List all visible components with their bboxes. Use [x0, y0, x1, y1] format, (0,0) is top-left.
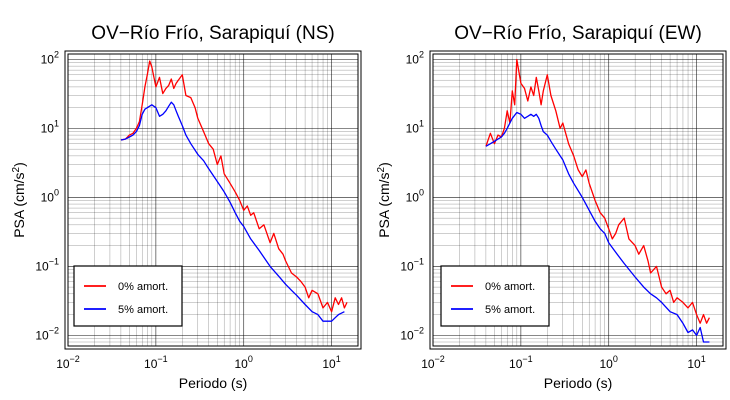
legend-label-0: 0% amort. [485, 281, 535, 293]
x-tick-label: 100 [600, 354, 618, 371]
plot-frame [67, 53, 359, 347]
legend-box [73, 265, 183, 327]
y-tick-label: 102 [406, 49, 424, 66]
y-tick-label: 10−1 [400, 256, 424, 273]
x-axis-label: Periodo (s) [544, 375, 612, 391]
grid [432, 54, 724, 347]
series-line-1 [485, 111, 710, 343]
y-tick-label: 10−1 [35, 256, 59, 273]
legend: 0% amort. 5% amort. [440, 265, 550, 327]
y-tick-label: 10−2 [400, 325, 424, 342]
legend: 0% amort. 5% amort. [73, 265, 183, 327]
plot-frame [432, 53, 724, 347]
y-axis-label: PSA (cm/s2) [11, 162, 27, 238]
series-line-0 [485, 58, 710, 324]
x-tick-label: 101 [687, 354, 705, 371]
x-tick-label: 10−1 [509, 354, 533, 371]
y-tick-label: 102 [41, 49, 59, 66]
chart-title: OV−Río Frío, Sarapiquí (EW) [454, 23, 702, 44]
x-tick-label: 100 [235, 354, 253, 371]
series-line-0 [120, 60, 348, 313]
series-line-1 [120, 101, 345, 322]
y-tick-label: 10−2 [35, 325, 59, 342]
x-tick-label: 101 [322, 354, 340, 371]
x-axis-label: Periodo (s) [179, 375, 247, 391]
legend-label-1: 5% amort. [485, 304, 535, 316]
y-tick-label: 100 [406, 187, 424, 204]
legend-label-0: 0% amort. [118, 281, 168, 293]
plot-frame-outer [64, 50, 362, 350]
y-tick-label: 101 [406, 118, 424, 135]
x-tick-label: 10−2 [56, 354, 80, 371]
y-tick-label: 101 [41, 118, 59, 135]
chart-panel-1: 10−2 10−1 100 101 10−2 10−1 100 101 102 OV−Río Fr… [376, 23, 727, 391]
y-tick-label: 100 [41, 187, 59, 204]
chart-title: OV−Río Frío, Sarapiquí (NS) [91, 23, 334, 44]
x-tick-label: 10−1 [144, 354, 168, 371]
y-axis-label: PSA (cm/s2) [376, 162, 392, 238]
legend-label-1: 5% amort. [118, 304, 168, 316]
x-tick-label: 10−2 [421, 354, 445, 371]
chart-panel-0: 10−2 10−1 100 101 10−2 10−1 100 101 102 OV−Río Fr… [11, 23, 362, 391]
plot-frame-outer [429, 50, 727, 350]
legend-box [440, 265, 550, 327]
